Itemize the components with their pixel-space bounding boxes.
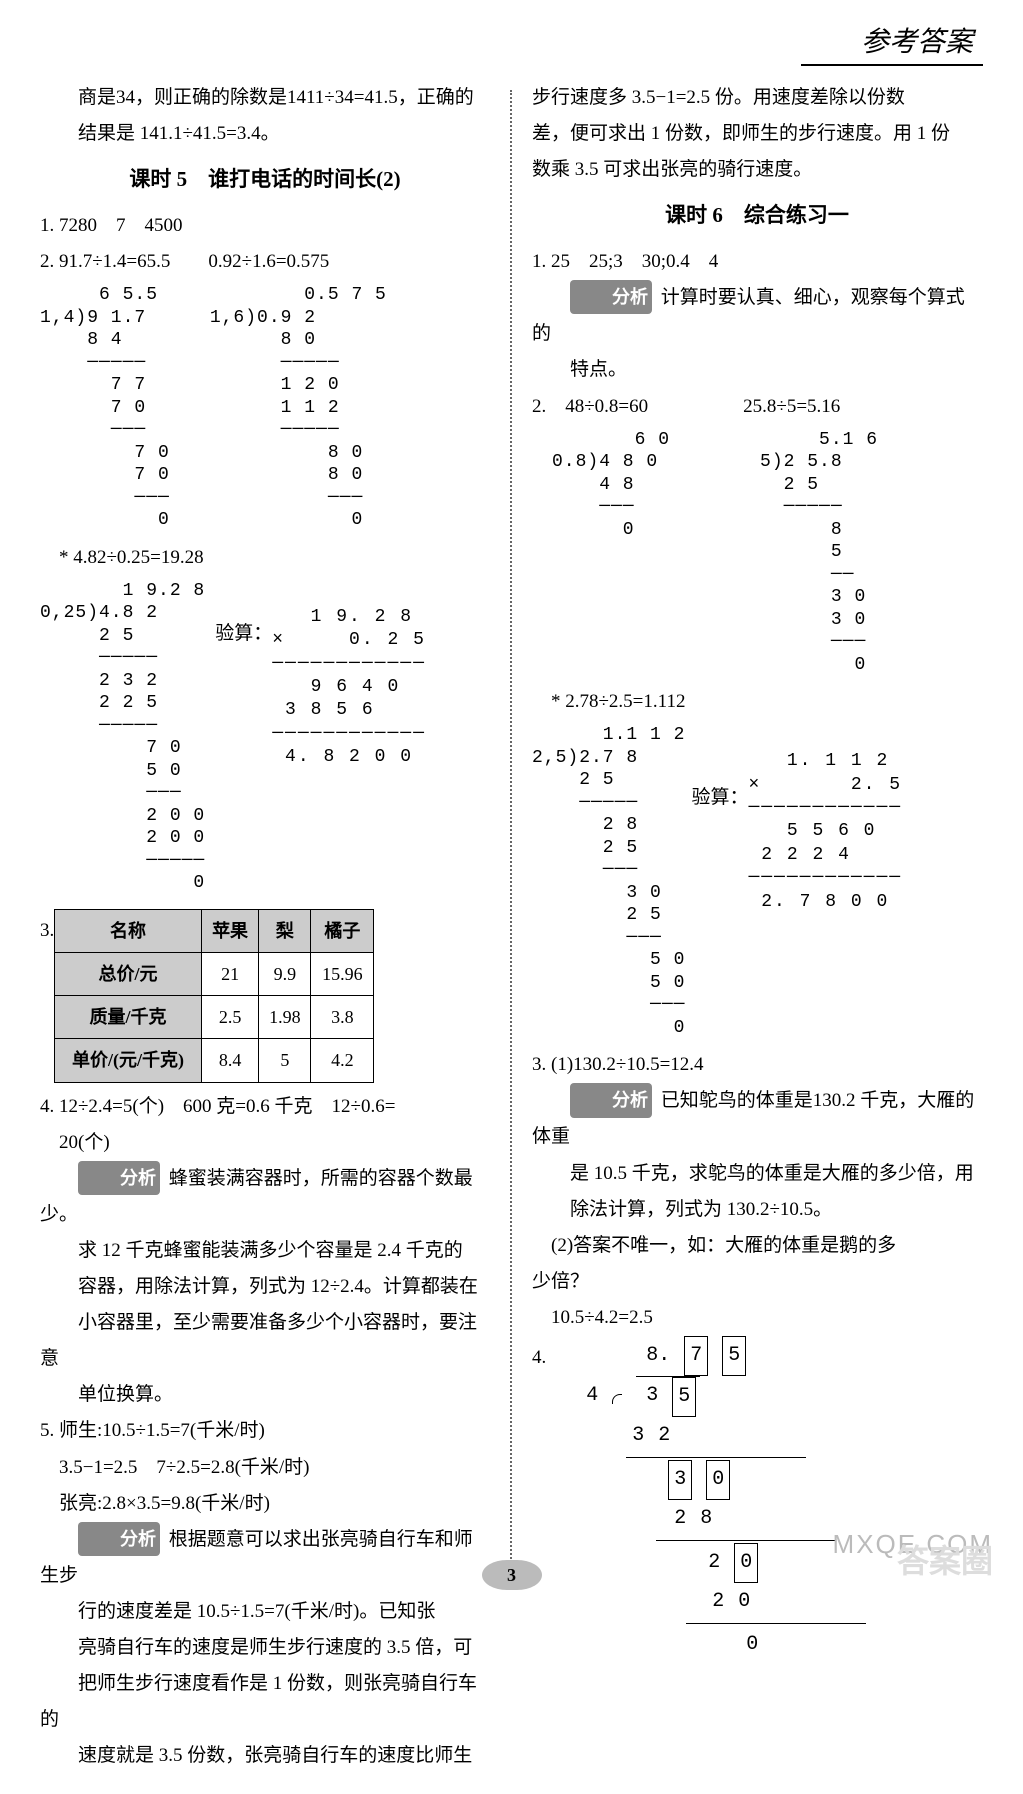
row-header: 质量/千克 xyxy=(55,996,202,1039)
q1: 1. 7280 7 4500 xyxy=(40,208,490,244)
analysis-line: 把师生步行速度看作是 1 份数，则张亮骑自行车的 xyxy=(40,1666,490,1738)
cont-line: 数乘 3.5 可求出张亮的骑行速度。 xyxy=(532,152,982,188)
analysis-line: 除法计算，列式为 130.2÷10.5。 xyxy=(532,1192,982,1228)
check-label: 验算： xyxy=(691,787,748,808)
digit: 0 xyxy=(746,1626,758,1664)
cell: 3.8 xyxy=(311,996,374,1039)
q2-equations: 2. 48÷0.8=60 25.8÷5=5.16 xyxy=(532,389,982,425)
q4-line-a: 4. 12÷2.4=5(个) 600 克=0.6 千克 12÷0.6= xyxy=(40,1089,490,1125)
answer-box: 3 xyxy=(668,1460,692,1500)
long-division-3: 1 9.2 8 0,25)4.8 2 2 5 ───── 2 3 2 2 2 5… xyxy=(40,580,205,895)
answer-box: 7 xyxy=(684,1336,708,1376)
cell: 2.5 xyxy=(201,996,258,1039)
page-content: 商是34，则正确的除数是1411÷34=41.5，正确的 结果是 141.1÷4… xyxy=(0,0,1023,1794)
long-division-1: 6 5.5 1,4)9 1.7 8 4 ───── 7 7 7 0 ─── 7 … xyxy=(40,284,170,532)
analysis-line: 分析 计算时要认真、细心，观察每个算式的 xyxy=(532,280,982,352)
digit: 3 xyxy=(646,1377,658,1417)
analysis-line: 小容器里，至少需要准备多少个小容器时，要注意 xyxy=(40,1305,490,1377)
digit: 8. xyxy=(646,1337,670,1375)
cell: 8.4 xyxy=(201,1039,258,1082)
check-label: 验算： xyxy=(215,623,272,644)
analysis-line: 行的速度差是 10.5÷1.5=7(千米/时)。已知张 xyxy=(40,1594,490,1630)
digit: 3 xyxy=(632,1417,644,1455)
long-division-2: 0.5 7 5 1,6)0.9 2 8 0 ───── 1 2 0 1 1 2 … xyxy=(210,284,387,532)
q2b: * 4.82÷0.25=19.28 xyxy=(40,540,490,576)
row-header: 总价/元 xyxy=(55,953,202,996)
cell: 21 xyxy=(201,953,258,996)
digit: 8 xyxy=(700,1500,712,1538)
analysis-line: 分析 蜂蜜装满容器时，所需的容器个数最少。 xyxy=(40,1161,490,1233)
q4-label: 4. xyxy=(532,1336,546,1376)
answer-box: 0 xyxy=(734,1543,758,1583)
cont-line: 步行速度多 3.5−1=2.5 份。用速度差除以份数 xyxy=(532,80,982,116)
th: 苹果 xyxy=(201,909,258,952)
analysis-line: 单位换算。 xyxy=(40,1377,490,1413)
cell: 15.96 xyxy=(311,953,374,996)
multiplication-check-1: 1 9. 2 8 × 0. 2 5 ──────────── 9 6 4 0 3… xyxy=(272,606,426,770)
th: 梨 xyxy=(259,909,311,952)
digit: 0 xyxy=(738,1583,750,1621)
q3a: 3. (1)130.2÷10.5=12.4 xyxy=(532,1047,982,1083)
answer-box: 0 xyxy=(706,1460,730,1500)
q4-long-division: 8. 7 5 4 3 5 3 2 3 0 xyxy=(586,1336,866,1664)
q3-label: 3. xyxy=(40,903,54,949)
text-line: 结果是 141.1÷41.5=3.4。 xyxy=(40,116,490,152)
cont-line: 差，便可求出 1 份数，即师生的步行速度。用 1 份 xyxy=(532,116,982,152)
cell: 4.2 xyxy=(311,1039,374,1082)
q2b: * 2.78÷2.5=1.112 xyxy=(532,684,982,720)
q5-line-a: 5. 师生:10.5÷1.5=7(千米/时) xyxy=(40,1413,490,1449)
q3d: 10.5÷4.2=2.5 xyxy=(532,1300,982,1336)
page-number: 3 xyxy=(482,1560,542,1590)
q3b: (2)答案不唯一，如：大雁的体重是鹅的多 xyxy=(532,1228,982,1264)
answer-box: 5 xyxy=(722,1336,746,1376)
long-division-2: 5.1 6 5)2 5.8 2 5 ───── 8 5 ── 3 0 3 0 ─… xyxy=(760,429,878,677)
text-line: 商是34，则正确的除数是1411÷34=41.5，正确的 xyxy=(40,80,490,116)
q4-line-b: 20(个) xyxy=(40,1125,490,1161)
digit: 2 xyxy=(674,1500,686,1538)
analysis-line: 特点。 xyxy=(532,352,982,388)
cell: 5 xyxy=(259,1039,311,1082)
page-header: 参考答案 xyxy=(801,20,983,66)
analysis-line: 求 12 千克蜂蜜能装满多少个容量是 2.4 千克的 xyxy=(40,1233,490,1269)
analysis-line: 是 10.5 千克，求鸵鸟的体重是大雁的多少倍，用 xyxy=(532,1156,982,1192)
th: 名称 xyxy=(55,909,202,952)
q1: 1. 25 25;3 30;0.4 4 xyxy=(532,244,982,280)
analysis-line: 分析 已知鸵鸟的体重是130.2 千克，大雁的体重 xyxy=(532,1083,982,1155)
digit: 2 xyxy=(712,1583,724,1621)
answer-box: 5 xyxy=(672,1377,696,1417)
lesson-6-title: 课时 6 综合练习一 xyxy=(532,196,982,236)
fruit-price-table: 名称 苹果 梨 橘子 总价/元 21 9.9 15.96 质量/千克 2.5 1… xyxy=(54,909,374,1083)
analysis-line: 速度就是 3.5 份数，张亮骑自行车的速度比师生 xyxy=(40,1738,490,1774)
divisor: 4 xyxy=(586,1377,598,1415)
analysis-tag: 分析 xyxy=(570,280,652,314)
digit: 2 xyxy=(658,1417,670,1455)
lesson-5-title: 课时 5 谁打电话的时间长(2) xyxy=(40,160,490,200)
analysis-tag: 分析 xyxy=(78,1522,160,1556)
watermark-brand: 答案圈 xyxy=(897,1536,993,1582)
long-division-3: 1.1 1 2 2,5)2.7 8 2 5 ───── 2 8 2 5 ─── … xyxy=(532,724,685,1039)
q5-line-b: 3.5−1=2.5 7÷2.5=2.8(千米/时) xyxy=(40,1450,490,1486)
analysis-line: 容器，用除法计算，列式为 12÷2.4。计算都装在 xyxy=(40,1269,490,1305)
th: 橘子 xyxy=(311,909,374,952)
q3c: 少倍？ xyxy=(532,1264,982,1300)
q2-equations: 2. 91.7÷1.4=65.5 0.92÷1.6=0.575 xyxy=(40,244,490,280)
left-column: 商是34，则正确的除数是1411÷34=41.5，正确的 结果是 141.1÷4… xyxy=(40,20,510,1774)
analysis-line: 分析 根据题意可以求出张亮骑自行车和师生步 xyxy=(40,1522,490,1594)
cell: 9.9 xyxy=(259,953,311,996)
analysis-line: 亮骑自行车的速度是师生步行速度的 3.5 倍，可 xyxy=(40,1630,490,1666)
right-column: 步行速度多 3.5−1=2.5 份。用速度差除以份数 差，便可求出 1 份数，即… xyxy=(512,20,982,1774)
cell: 1.98 xyxy=(259,996,311,1039)
multiplication-check-1: 1. 1 1 2 × 2. 5 ──────────── 5 5 6 0 2 2… xyxy=(748,750,902,914)
analysis-tag: 分析 xyxy=(78,1161,160,1195)
long-division-1: 6 0 0.8)4 8 0 4 8 ─── 0 xyxy=(552,429,670,542)
analysis-tag: 分析 xyxy=(570,1083,652,1117)
row-header: 单价/(元/千克) xyxy=(55,1039,202,1082)
digit: 2 xyxy=(708,1544,720,1582)
q5-line-c: 张亮:2.8×3.5=9.8(千米/时) xyxy=(40,1486,490,1522)
